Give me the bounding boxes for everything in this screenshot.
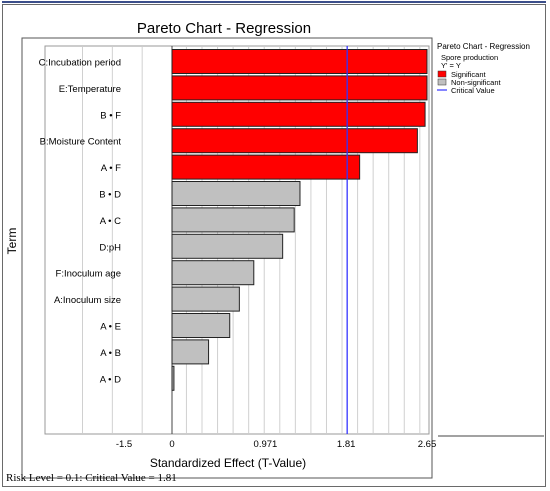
legend-non-significant-swatch	[437, 78, 447, 86]
legend-critical-label: Critical Value	[451, 86, 495, 95]
category-label: B • F	[100, 110, 121, 121]
bar	[171, 101, 426, 127]
x-tick-label: -1.5	[116, 439, 132, 450]
figure-frame	[2, 4, 546, 487]
legend-significant-label: Significant	[451, 70, 487, 79]
category-label: A • E	[100, 322, 121, 333]
x-tick-labels: -1.5 0 0.971 1.81 2.65	[116, 439, 436, 450]
bar	[171, 49, 428, 74]
category-label: C:Incubation period	[39, 58, 121, 69]
category-label: E:Temperature	[59, 84, 121, 95]
category-label: A • C	[100, 216, 121, 227]
x-tick-label: 1.81	[337, 439, 356, 450]
category-label: A:Inoculum size	[54, 295, 121, 306]
category-label: A • B	[100, 348, 121, 359]
chart-title: Pareto Chart - Regression	[137, 20, 311, 37]
category-label: D:pH	[99, 242, 121, 253]
category-label: A • D	[100, 374, 121, 385]
bars	[171, 49, 428, 391]
bar	[171, 75, 428, 101]
legend-response-eq: Y' = Y	[441, 61, 461, 70]
bar	[171, 339, 210, 365]
x-axis-label: Standardized Effect (T-Value)	[150, 456, 306, 470]
legend-significant-swatch	[437, 70, 447, 78]
risk-level-note: Risk Level = 0.1: Critical Value = 1.81	[6, 472, 177, 484]
legend-response: Spore production	[441, 53, 498, 62]
bar	[171, 181, 301, 206]
y-axis-label: Term	[5, 228, 19, 255]
x-tick-label: 2.65	[418, 439, 437, 450]
category-label: B • D	[99, 190, 121, 201]
category-labels: C:Incubation period E:Temperature B • F B:M…	[39, 58, 122, 386]
bar	[171, 365, 175, 391]
bar	[171, 233, 284, 259]
category-label: A • F	[101, 163, 121, 174]
bar	[171, 260, 255, 286]
bar	[171, 286, 240, 312]
bar	[171, 128, 418, 154]
x-tick-label: 0	[169, 439, 174, 450]
bar	[171, 313, 231, 338]
plot-frame	[21, 37, 433, 479]
category-label: B:Moisture Content	[40, 137, 122, 148]
bar	[171, 154, 361, 180]
top-border-line	[2, 1, 546, 3]
legend-non-significant-label: Non-significant	[451, 78, 502, 87]
bar	[171, 207, 295, 233]
legend: Pareto Chart - Regression Spore producti…	[437, 42, 530, 95]
legend-title: Pareto Chart - Regression	[437, 42, 530, 51]
category-label: F:Inoculum age	[56, 269, 121, 280]
x-tick-label: 0.971	[254, 439, 278, 450]
